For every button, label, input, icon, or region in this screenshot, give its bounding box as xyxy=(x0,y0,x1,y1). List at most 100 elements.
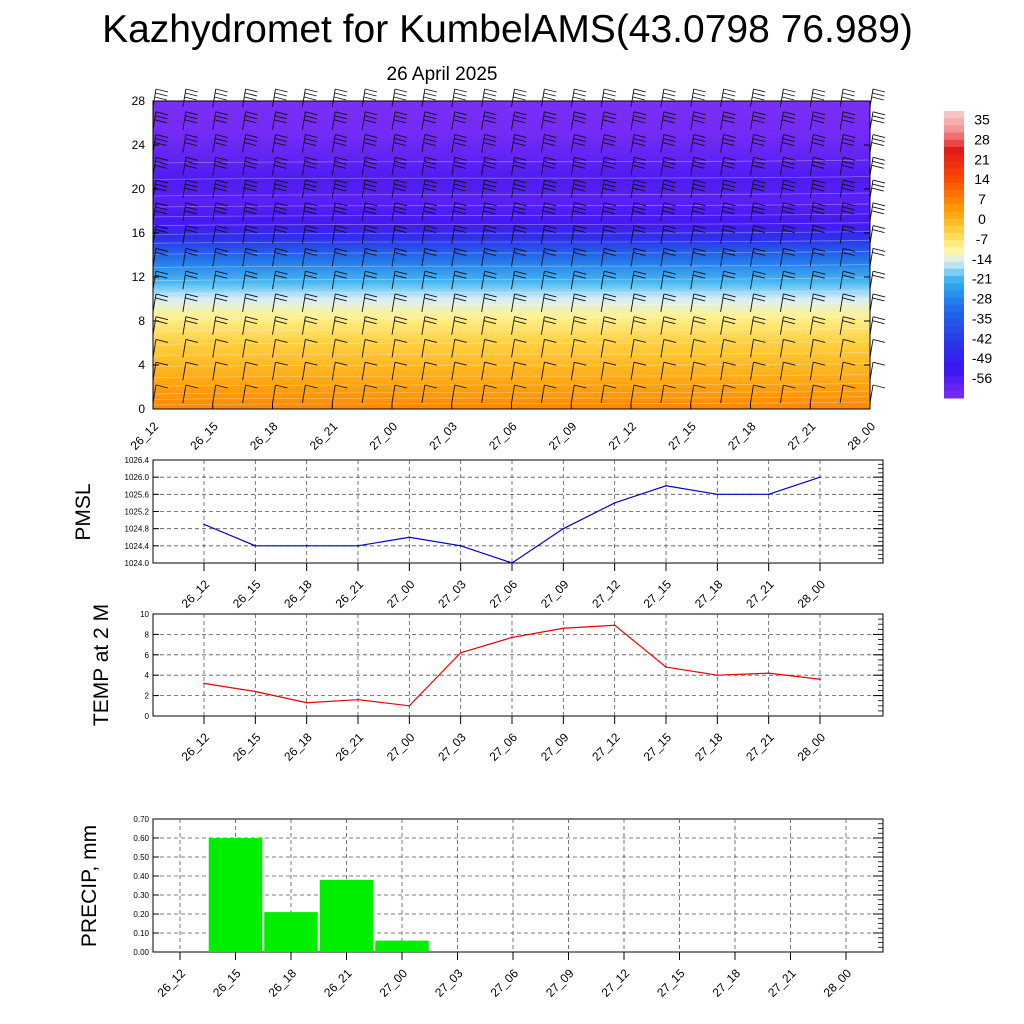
wind-barb xyxy=(331,339,348,358)
barb-feather xyxy=(333,164,347,169)
barb-feather xyxy=(723,134,736,138)
barb-feather xyxy=(543,119,556,124)
barb-staff xyxy=(212,248,217,267)
barb-feather xyxy=(604,384,617,389)
wind-barb xyxy=(242,384,258,404)
barb-staff xyxy=(421,384,426,404)
barb-feather xyxy=(393,164,406,169)
data-point xyxy=(203,682,205,685)
barb-staff xyxy=(511,180,515,199)
barb-feather xyxy=(304,142,317,146)
wind-barb xyxy=(600,316,617,335)
data-point xyxy=(819,476,821,478)
colorbar-segment xyxy=(944,268,964,277)
wind-barb xyxy=(182,384,198,404)
barb-staff xyxy=(242,88,247,108)
x-tick-label: 26_18 xyxy=(247,419,281,453)
barb-staff xyxy=(809,180,814,199)
wind-barb xyxy=(361,384,378,404)
barb-staff xyxy=(540,157,545,176)
barb-staff xyxy=(660,225,665,244)
wind-barb xyxy=(690,202,706,221)
wind-barb xyxy=(242,270,258,290)
wind-barb xyxy=(839,270,856,290)
contour-line xyxy=(152,203,871,208)
wind-barb xyxy=(242,156,258,176)
wind-barb xyxy=(301,88,318,108)
barb-staff xyxy=(690,88,695,108)
barb-feather xyxy=(813,361,826,366)
wind-barb xyxy=(839,293,856,312)
barb-staff xyxy=(690,271,695,290)
colorbar-segment xyxy=(944,146,964,155)
wind-barb xyxy=(779,179,796,199)
x-tick-label: 28_00 xyxy=(795,730,829,764)
colorbar-segment xyxy=(944,189,964,198)
barb-feather xyxy=(574,270,587,275)
wind-barb xyxy=(570,111,587,130)
barb-feather xyxy=(364,320,377,325)
barb-feather xyxy=(663,160,676,165)
barb-staff xyxy=(451,134,456,153)
wind-barb xyxy=(600,361,617,381)
barb-feather xyxy=(275,339,288,343)
wind-barb xyxy=(182,134,198,153)
barb-feather xyxy=(483,187,496,192)
barb-feather xyxy=(244,138,258,142)
barb-feather xyxy=(543,251,556,256)
barb-feather xyxy=(604,179,617,184)
barb-feather xyxy=(722,183,736,188)
barb-staff xyxy=(391,316,396,335)
barb-feather xyxy=(424,134,437,138)
barb-feather xyxy=(305,225,318,230)
barb-feather xyxy=(424,160,437,165)
barb-feather xyxy=(304,115,317,120)
barb-staff xyxy=(809,316,814,335)
barb-feather xyxy=(872,247,886,252)
barb-feather xyxy=(365,179,378,184)
barb-staff xyxy=(451,180,456,199)
wind-barb xyxy=(839,339,856,358)
barb-feather xyxy=(574,293,587,298)
barb-staff xyxy=(421,157,426,176)
barb-feather xyxy=(572,142,586,146)
barb-staff xyxy=(720,384,725,404)
barb-feather xyxy=(603,274,616,279)
y-tick-label: 16 xyxy=(132,226,146,240)
barb-feather xyxy=(603,183,616,188)
wind-barb xyxy=(660,156,676,176)
barb-feather xyxy=(244,160,258,165)
barb-staff xyxy=(301,202,306,221)
barb-feather xyxy=(602,119,616,124)
wind-barb xyxy=(242,361,258,381)
barb-feather xyxy=(602,96,616,101)
barb-feather xyxy=(304,96,317,101)
y-tick-label: 0.40 xyxy=(133,872,149,881)
barb-feather xyxy=(454,361,467,366)
barb-feather xyxy=(872,111,886,116)
barb-feather xyxy=(513,251,527,256)
wind-barb xyxy=(451,225,467,244)
x-tick-label: 26_12 xyxy=(155,966,189,1000)
wind-barb xyxy=(690,179,706,199)
barb-staff xyxy=(690,362,695,381)
barb-staff xyxy=(630,248,635,267)
barb-feather xyxy=(454,88,467,93)
wind-barb xyxy=(869,111,886,130)
barb-feather xyxy=(484,293,497,298)
barb-staff xyxy=(451,293,456,312)
x-tick-label: 26_12 xyxy=(128,419,162,453)
barb-feather xyxy=(723,202,736,207)
barb-feather xyxy=(841,187,855,192)
barb-feather xyxy=(842,229,855,234)
barb-staff xyxy=(779,248,784,267)
barb-staff xyxy=(481,157,486,176)
barb-staff xyxy=(630,225,635,244)
barb-staff xyxy=(272,157,276,176)
x-tick-label: 27_21 xyxy=(785,419,819,453)
x-tick-label: 27_03 xyxy=(426,419,460,453)
wind-barb xyxy=(600,179,617,199)
barb-feather xyxy=(483,210,496,215)
barb-feather xyxy=(155,339,169,343)
barb-staff xyxy=(481,362,486,381)
